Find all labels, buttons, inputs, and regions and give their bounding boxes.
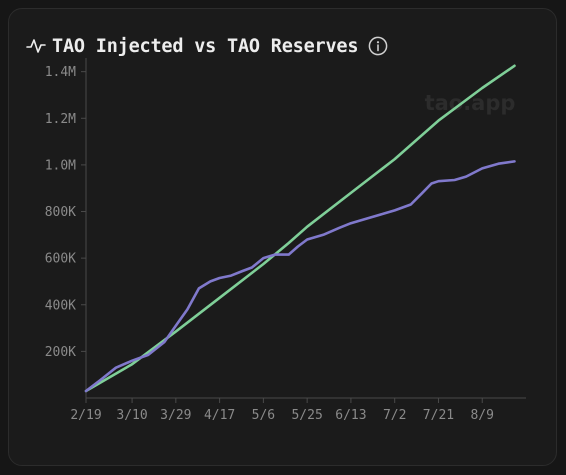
x-tick-label: 7/21 (423, 408, 454, 423)
chart-header: TAO Injected vs TAO Reserves (26, 33, 388, 59)
x-tick-label: 5/25 (291, 408, 322, 423)
x-tick-label: 3/10 (116, 408, 147, 423)
y-tick-label: 200K (45, 345, 76, 360)
pulse-icon (26, 37, 46, 55)
y-tick-label: 400K (45, 298, 76, 313)
watermark: tao.app (425, 91, 516, 115)
x-tick-label: 8/9 (470, 408, 493, 423)
series-line-reserves (84, 160, 516, 393)
x-tick-label: 2/19 (70, 408, 101, 423)
chart-card: TAO Injected vs TAO Reserves (8, 8, 557, 466)
info-icon[interactable] (368, 36, 388, 56)
y-tick-label: 800K (45, 205, 76, 220)
x-tick-label: 7/2 (383, 408, 406, 423)
x-tick-label: 5/6 (252, 408, 275, 423)
chart-title: TAO Injected vs TAO Reserves (52, 35, 359, 57)
x-tick-label: 6/13 (335, 408, 366, 423)
x-tick-label: 3/29 (160, 408, 191, 423)
y-tick-label: 1.0M (45, 158, 76, 173)
y-tick-label: 600K (45, 252, 76, 267)
y-tick-label: 1.4M (45, 65, 76, 80)
x-tick-label: 4/17 (204, 408, 235, 423)
y-tick-label: 1.2M (45, 112, 76, 127)
